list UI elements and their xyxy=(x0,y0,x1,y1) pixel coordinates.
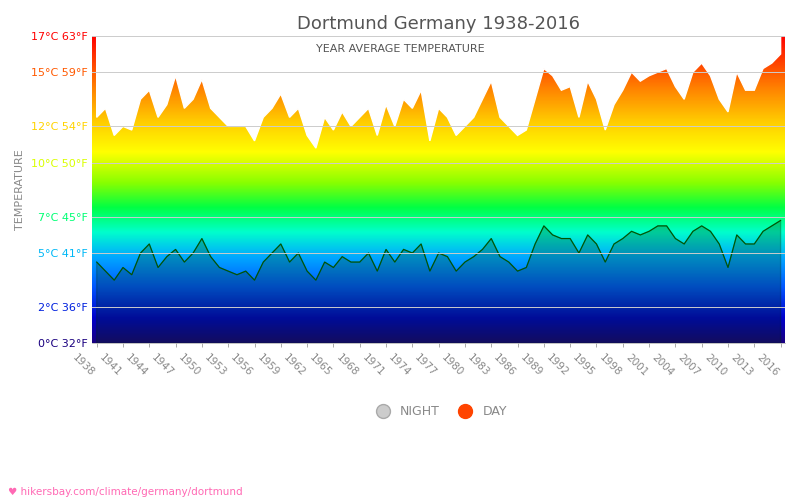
Title: Dortmund Germany 1938-2016: Dortmund Germany 1938-2016 xyxy=(297,15,580,33)
Polygon shape xyxy=(97,36,781,148)
Text: ♥ hikersbay.com/climate/germany/dortmund: ♥ hikersbay.com/climate/germany/dortmund xyxy=(8,487,242,497)
Legend: NIGHT, DAY: NIGHT, DAY xyxy=(366,400,512,423)
Text: YEAR AVERAGE TEMPERATURE: YEAR AVERAGE TEMPERATURE xyxy=(316,44,484,54)
Y-axis label: TEMPERATURE: TEMPERATURE xyxy=(15,150,25,230)
Polygon shape xyxy=(97,220,781,344)
